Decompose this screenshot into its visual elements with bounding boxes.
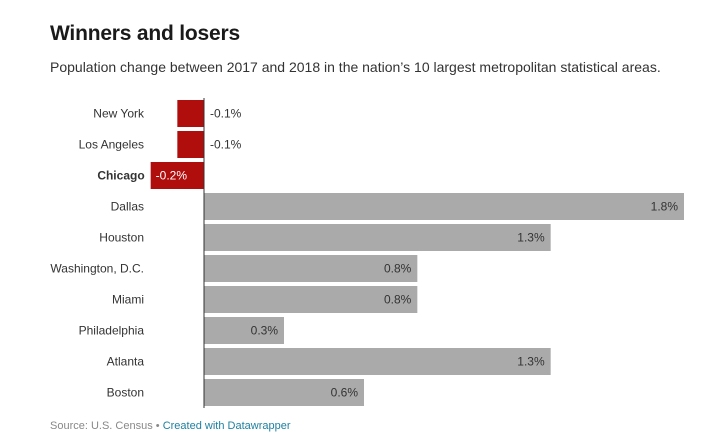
value-label-philadelphia: 0.3%: [251, 324, 279, 338]
bar-boston: [204, 379, 364, 406]
category-label-chicago: Chicago: [97, 169, 144, 183]
category-label-los-angeles: Los Angeles: [79, 138, 144, 152]
chart-footer: Source: U.S. Census • Created with Dataw…: [50, 420, 291, 432]
category-label-dallas: Dallas: [111, 200, 144, 214]
bar-philadelphia: [204, 317, 284, 344]
bar-washington-d-c: [204, 255, 418, 282]
chart-subtitle: Population change between 2017 and 2018 …: [50, 59, 661, 75]
value-label-chicago: -0.2%: [156, 169, 188, 183]
bar-atlanta: [204, 348, 551, 375]
bar-chart: New York -0.1% Los Angeles -0.1% Chicago -0.2…: [50, 98, 684, 408]
bar-los-angeles: [177, 131, 204, 158]
bar-dallas: [204, 193, 684, 220]
category-label-miami: Miami: [112, 293, 144, 307]
bar-chicago: [150, 162, 204, 189]
bar-miami: [204, 286, 418, 313]
chart-title: Winners and losers: [50, 22, 240, 45]
value-label-new-york: -0.1%: [210, 107, 242, 121]
source-note: Source: U.S. Census: [50, 420, 153, 432]
value-label-atlanta: 1.3%: [517, 355, 545, 369]
category-label-new-york: New York: [93, 107, 145, 121]
value-label-houston: 1.3%: [517, 231, 545, 245]
footer-separator: •: [155, 420, 160, 432]
bar-houston: [204, 224, 551, 251]
bar-new-york: [177, 100, 204, 127]
category-label-washington-d-c: Washington, D.C.: [50, 262, 144, 276]
value-label-dallas: 1.8%: [651, 200, 679, 214]
category-label-philadelphia: Philadelphia: [79, 324, 145, 338]
value-label-washington-d-c: 0.8%: [384, 262, 412, 276]
value-label-boston: 0.6%: [331, 386, 359, 400]
value-label-los-angeles: -0.1%: [210, 138, 242, 152]
category-label-houston: Houston: [99, 231, 144, 245]
category-label-boston: Boston: [107, 386, 144, 400]
value-label-miami: 0.8%: [384, 293, 412, 307]
category-label-atlanta: Atlanta: [107, 355, 145, 369]
datawrapper-credit-link[interactable]: Created with Datawrapper: [162, 420, 291, 432]
